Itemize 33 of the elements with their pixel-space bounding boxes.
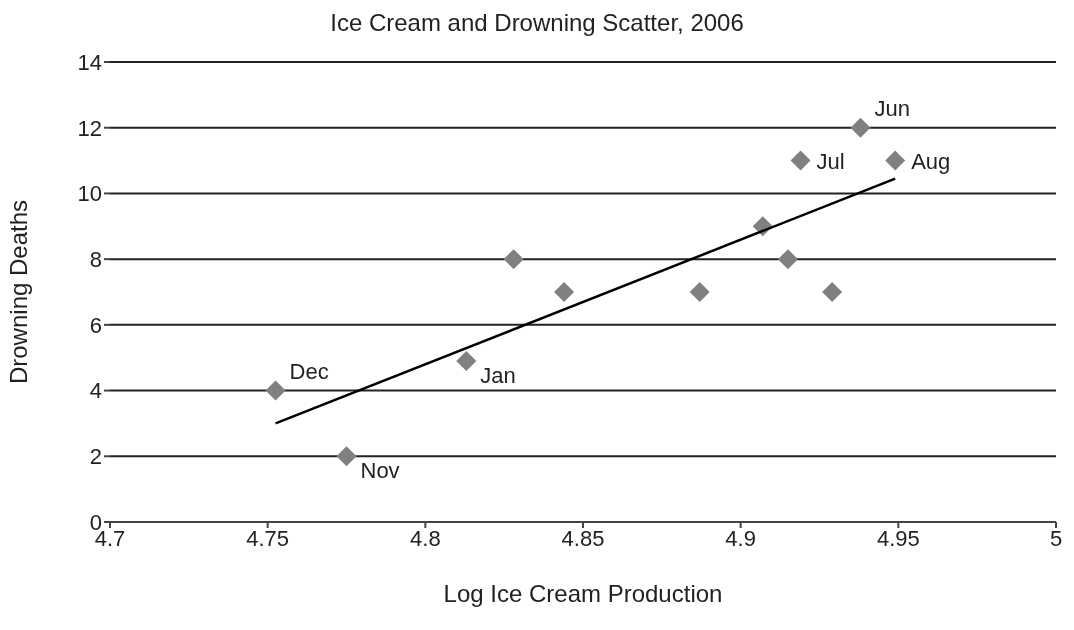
point — [265, 380, 286, 401]
x-axis-title: Log Ice Cream Production — [443, 580, 723, 607]
point — [689, 282, 710, 302]
x-tick-label: 5 — [1049, 525, 1063, 551]
data-label: Jan — [480, 363, 516, 388]
y-tick-label: 6 — [89, 312, 102, 338]
point — [503, 249, 524, 270]
data-label: Jun — [874, 95, 910, 121]
point — [885, 150, 906, 171]
x-tick-label: 4.9 — [725, 525, 756, 551]
point — [850, 117, 871, 138]
point — [822, 282, 843, 302]
y-tick-label: 4 — [89, 378, 102, 404]
y-tick-label: 8 — [89, 246, 102, 272]
y-tick-label: 14 — [77, 49, 102, 75]
point — [456, 351, 477, 371]
x-tick-label: 4.8 — [410, 525, 441, 551]
x-tick-label: 4.75 — [246, 525, 290, 551]
y-tick-label: 10 — [77, 181, 102, 207]
y-tick-label: 12 — [77, 115, 102, 141]
point — [336, 446, 357, 467]
chart-title: Ice Cream and Drowning Scatter, 2006 — [329, 8, 745, 38]
data-label: Dec — [289, 358, 329, 384]
point — [554, 282, 575, 302]
point — [790, 150, 811, 171]
x-tick-label: 4.95 — [876, 525, 920, 551]
x-tick-label: 4.85 — [561, 525, 605, 551]
data-label: Aug — [911, 148, 951, 174]
data-label: Jul — [816, 148, 845, 174]
y-tick-label: 2 — [89, 444, 102, 470]
data-label: Nov — [360, 458, 400, 484]
y-axis-title: Drowning Deaths — [4, 199, 32, 385]
point — [777, 249, 798, 270]
